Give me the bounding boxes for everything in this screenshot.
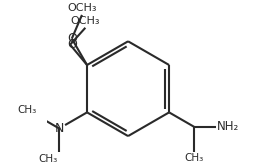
Text: OCH₃: OCH₃ [67,3,97,13]
Text: CH₃: CH₃ [18,105,37,115]
Text: CH₃: CH₃ [38,154,58,164]
Text: NH₂: NH₂ [217,120,239,133]
Text: O: O [67,32,77,45]
Text: N: N [54,122,64,135]
Text: O: O [67,38,77,51]
Text: OCH₃: OCH₃ [70,16,100,26]
Text: CH₃: CH₃ [184,153,204,163]
